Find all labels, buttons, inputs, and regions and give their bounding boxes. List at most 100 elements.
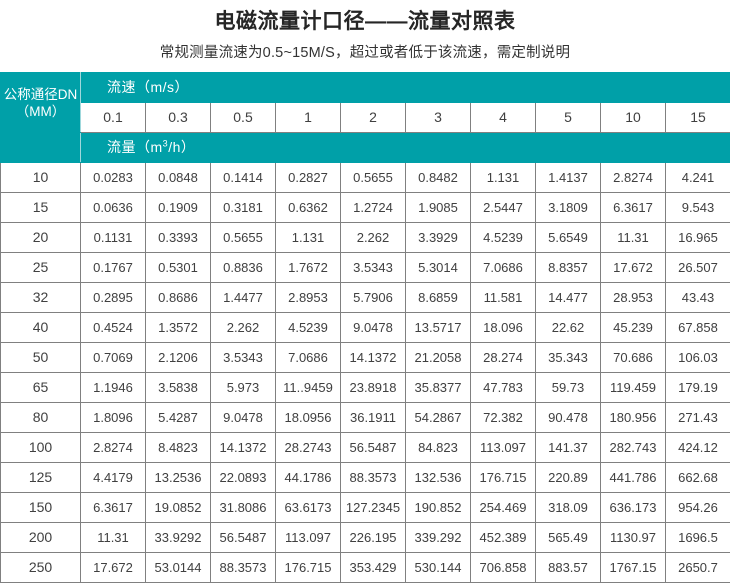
- cell-flow-value: 35.8377: [405, 372, 471, 403]
- cell-nominal-diameter: 25: [0, 252, 81, 283]
- cell-flow-value: 2650.7: [665, 552, 730, 583]
- cell-flow-value: 14.477: [535, 282, 601, 313]
- cell-nominal-diameter: 40: [0, 312, 81, 343]
- cell-flow-value: 8.6859: [405, 282, 471, 313]
- header-flow-group-text: 流量（m3/h）: [107, 138, 196, 155]
- cell-flow-value: 11.31: [600, 222, 666, 253]
- cell-flow-value: 1.131: [275, 222, 341, 253]
- cell-flow-value: 9.0478: [210, 402, 276, 433]
- cell-flow-value: 176.715: [470, 462, 536, 493]
- cell-flow-value: 226.195: [340, 522, 406, 553]
- cell-flow-value: 0.6362: [275, 192, 341, 223]
- cell-flow-value: 424.12: [665, 432, 730, 463]
- table-row: 10 0.0283 0.0848 0.1414 0.2827 0.5655 0.8482 1.…: [0, 162, 730, 193]
- cell-flow-value: 1.3572: [145, 312, 211, 343]
- cell-flow-value: 119.459: [600, 372, 666, 403]
- header-flow-group-spacer: [0, 132, 81, 163]
- table-row: 150 6.3617 19.0852 31.8086 63.6173 127.2345 19…: [0, 492, 730, 523]
- cell-flow-value: 9.0478: [340, 312, 406, 343]
- cell-flow-value: 3.3929: [405, 222, 471, 253]
- cell-flow-value: 0.1414: [210, 162, 276, 193]
- cell-flow-value: 7.0686: [275, 342, 341, 373]
- cell-flow-value: 45.239: [600, 312, 666, 343]
- cell-flow-value: 0.1131: [80, 222, 146, 253]
- cell-nominal-diameter: 10: [0, 162, 81, 193]
- cell-flow-value: 282.743: [600, 432, 666, 463]
- cell-flow-value: 190.852: [405, 492, 471, 523]
- cell-flow-value: 47.783: [470, 372, 536, 403]
- header-nominal-diameter: 公称通径DN （MM）: [0, 72, 81, 133]
- cell-flow-value: 271.43: [665, 402, 730, 433]
- cell-flow-value: 5.6549: [535, 222, 601, 253]
- cell-flow-value: 4.241: [665, 162, 730, 193]
- cell-flow-value: 67.858: [665, 312, 730, 343]
- cell-flow-value: 17.672: [80, 552, 146, 583]
- cell-flow-value: 56.5487: [210, 522, 276, 553]
- cell-flow-value: 0.0283: [80, 162, 146, 193]
- table-row: 15 0.0636 0.1909 0.3181 0.6362 1.2724 1.9085 2.…: [0, 192, 730, 223]
- header-velocity-0: 0.1: [80, 102, 146, 133]
- header-nominal-diameter-line2: （MM）: [15, 103, 66, 119]
- cell-flow-value: 31.8086: [210, 492, 276, 523]
- cell-flow-value: 254.469: [470, 492, 536, 523]
- table-row: 32 0.2895 0.8686 1.4477 2.8953 5.7906 8.6859 11…: [0, 282, 730, 313]
- cell-nominal-diameter: 32: [0, 282, 81, 313]
- cell-flow-value: 4.4179: [80, 462, 146, 493]
- header-velocity-3: 1: [275, 102, 341, 133]
- header-row-flow-group: 流量（m3/h）: [0, 132, 730, 163]
- cell-flow-value: 0.1909: [145, 192, 211, 223]
- cell-flow-value: 1696.5: [665, 522, 730, 553]
- cell-flow-value: 23.8918: [340, 372, 406, 403]
- cell-flow-value: 106.03: [665, 342, 730, 373]
- cell-flow-value: 16.965: [665, 222, 730, 253]
- cell-flow-value: 63.6173: [275, 492, 341, 523]
- cell-flow-value: 0.4524: [80, 312, 146, 343]
- cell-flow-value: 113.097: [275, 522, 341, 553]
- cell-flow-value: 33.9292: [145, 522, 211, 553]
- cell-nominal-diameter: 100: [0, 432, 81, 463]
- cell-flow-value: 53.0144: [145, 552, 211, 583]
- cell-flow-value: 3.1809: [535, 192, 601, 223]
- cell-flow-value: 3.5343: [340, 252, 406, 283]
- cell-flow-value: 2.8953: [275, 282, 341, 313]
- cell-flow-value: 0.8836: [210, 252, 276, 283]
- cell-flow-value: 43.43: [665, 282, 730, 313]
- cell-flow-value: 14.1372: [210, 432, 276, 463]
- header-velocity-5: 3: [405, 102, 471, 133]
- cell-flow-value: 565.49: [535, 522, 601, 553]
- cell-flow-value: 127.2345: [340, 492, 406, 523]
- cell-flow-value: 5.7906: [340, 282, 406, 313]
- cell-flow-value: 2.1206: [145, 342, 211, 373]
- cell-flow-value: 5.3014: [405, 252, 471, 283]
- cell-flow-value: 7.0686: [470, 252, 536, 283]
- cell-flow-value: 0.0636: [80, 192, 146, 223]
- cell-flow-value: 706.858: [470, 552, 536, 583]
- cell-flow-value: 636.173: [600, 492, 666, 523]
- cell-flow-value: 21.2058: [405, 342, 471, 373]
- cell-flow-value: 954.26: [665, 492, 730, 523]
- header-velocity-7: 5: [535, 102, 601, 133]
- cell-flow-value: 5.973: [210, 372, 276, 403]
- header-velocity-group: 流速（m/s）: [80, 72, 730, 103]
- cell-nominal-diameter: 15: [0, 192, 81, 223]
- cell-flow-value: 18.096: [470, 312, 536, 343]
- cell-flow-value: 22.0893: [210, 462, 276, 493]
- header-velocity-9: 15: [665, 102, 730, 133]
- cell-flow-value: 6.3617: [80, 492, 146, 523]
- cell-flow-value: 13.2536: [145, 462, 211, 493]
- cell-flow-value: 0.3181: [210, 192, 276, 223]
- cell-flow-value: 28.2743: [275, 432, 341, 463]
- cell-flow-value: 1.9085: [405, 192, 471, 223]
- table-row: 20 0.1131 0.3393 0.5655 1.131 2.262 3.3929 4.52…: [0, 222, 730, 253]
- cell-flow-value: 2.8274: [600, 162, 666, 193]
- cell-flow-value: 0.8686: [145, 282, 211, 313]
- cell-flow-value: 14.1372: [340, 342, 406, 373]
- cell-flow-value: 90.478: [535, 402, 601, 433]
- cell-flow-value: 1.4477: [210, 282, 276, 313]
- table-row: 250 17.672 53.0144 88.3573 176.715 353.429 530…: [0, 552, 730, 583]
- cell-flow-value: 353.429: [340, 552, 406, 583]
- cell-flow-value: 11.581: [470, 282, 536, 313]
- cell-flow-value: 35.343: [535, 342, 601, 373]
- cell-flow-value: 0.0848: [145, 162, 211, 193]
